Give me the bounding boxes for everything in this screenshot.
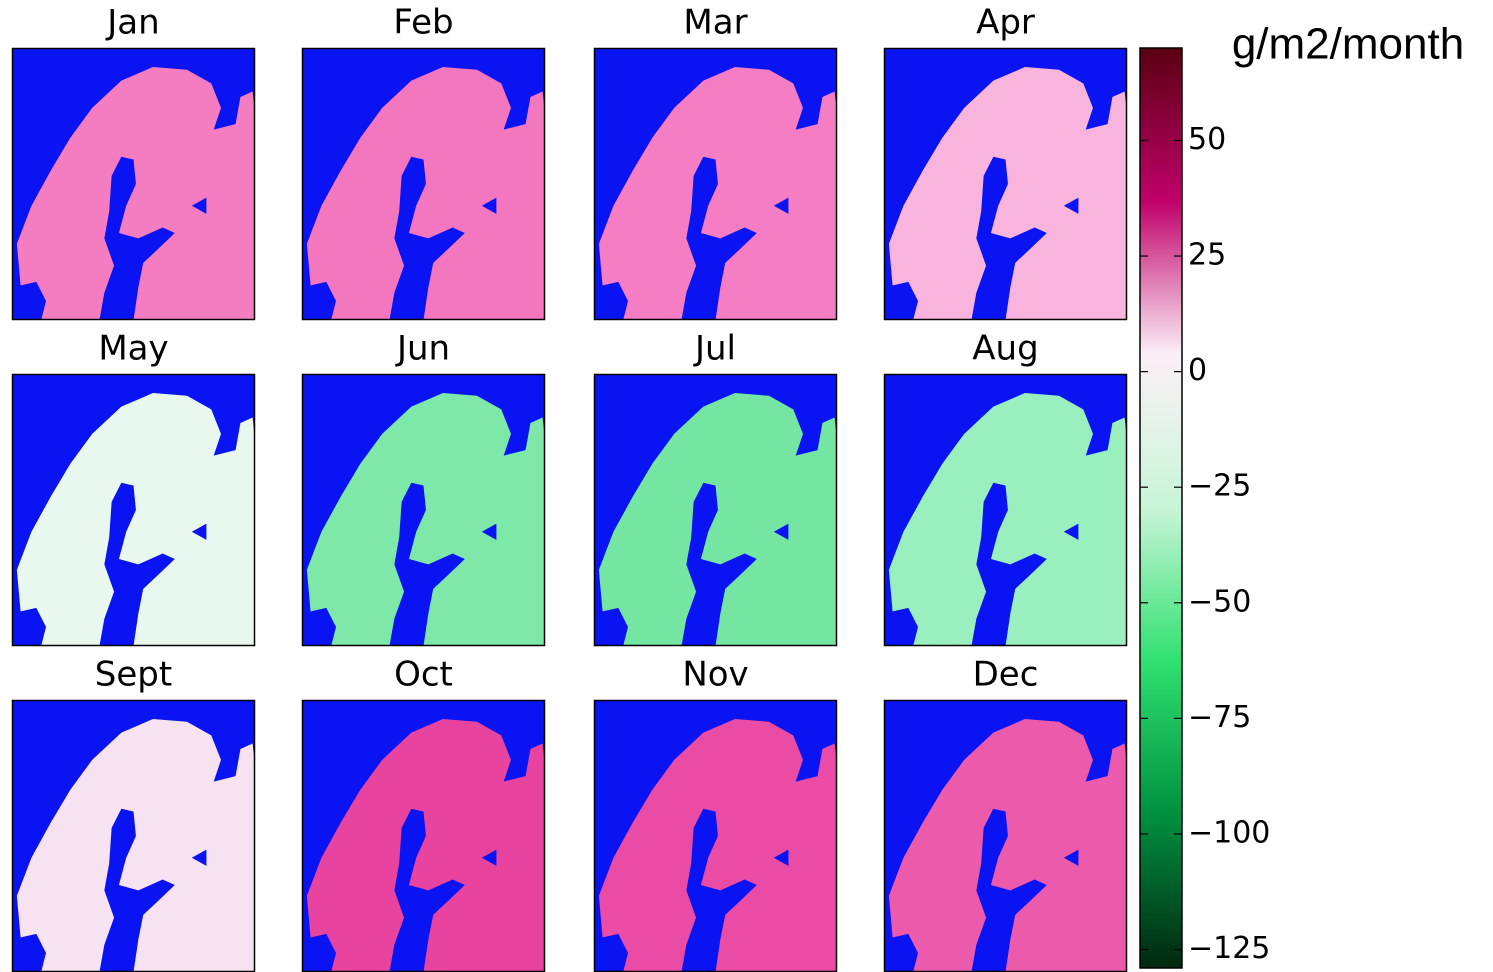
panel-title: Oct — [394, 655, 453, 695]
panel-title: Jun — [395, 329, 450, 369]
map-panel — [302, 48, 545, 320]
map-panel — [594, 374, 837, 646]
tick-label: 0 — [1188, 353, 1207, 388]
tick-label: −100 — [1188, 815, 1270, 850]
panel-title: Apr — [976, 3, 1035, 43]
panel-title: Feb — [393, 3, 453, 43]
colorbar-label: g/m2/month — [1232, 20, 1464, 69]
colorbar — [1140, 48, 1182, 968]
map-panel — [302, 700, 545, 972]
tick-label: −75 — [1188, 700, 1251, 735]
panel-title: Mar — [683, 3, 747, 43]
panel-title: Sept — [95, 655, 172, 695]
map-panel — [884, 48, 1127, 320]
map-panel — [12, 374, 255, 646]
chart: g/m2/month Jan Feb Mar Apr May Jun Jul Aug Sept O… — [0, 0, 1493, 972]
panel-title: Jul — [693, 329, 736, 369]
page: {"chart_data": { "type": "map-panels", "… — [0, 0, 1493, 972]
map-panel — [884, 700, 1127, 972]
tick-label: −50 — [1188, 584, 1251, 619]
map-panel — [12, 700, 255, 972]
map-panel — [594, 700, 837, 972]
tick-label: −25 — [1188, 469, 1251, 504]
map-panel — [302, 374, 545, 646]
panel-title: Nov — [682, 655, 748, 695]
tick-label: 25 — [1188, 238, 1226, 273]
panel-title: Aug — [972, 329, 1038, 369]
map-panel — [884, 374, 1127, 646]
map-panel — [594, 48, 837, 320]
map-panel — [12, 48, 255, 320]
tick-label: 50 — [1188, 122, 1226, 157]
tick-label: −125 — [1188, 931, 1270, 966]
panel-title: Dec — [973, 655, 1039, 695]
panel-title: May — [98, 329, 168, 369]
panel-title: Jan — [105, 3, 159, 43]
